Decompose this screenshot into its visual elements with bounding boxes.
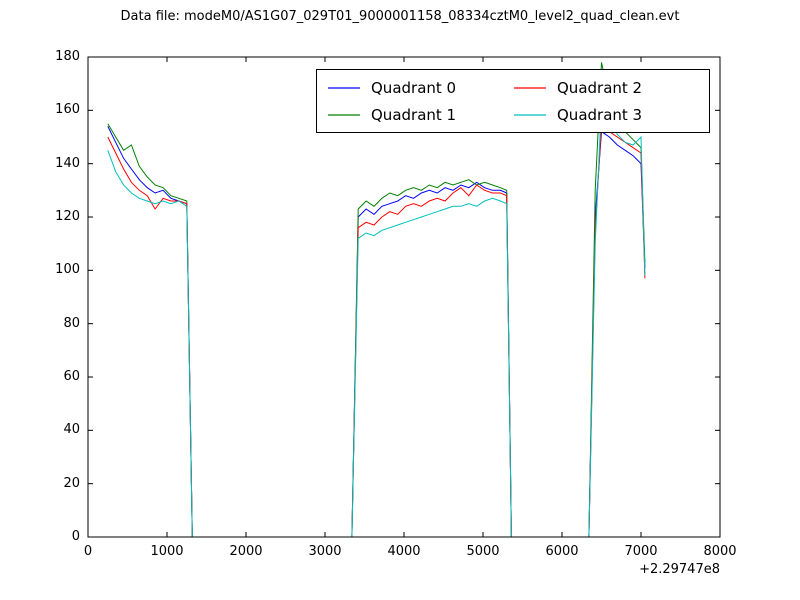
- series-line-2: [107, 122, 646, 538]
- x-tick-label: 0: [83, 544, 93, 559]
- legend-line-sample-quadrant-2: [514, 86, 546, 89]
- legend-item-quadrant-3: Quadrant 3: [513, 106, 699, 124]
- y-tick-label: 0: [71, 529, 80, 544]
- legend-label-quadrant-2: Quadrant 2: [557, 78, 643, 97]
- x-tick-label: 8000: [703, 544, 737, 559]
- y-tick-label: 80: [63, 315, 80, 331]
- y-tick-label: 40: [63, 422, 80, 438]
- legend: Quadrant 0 Quadrant 1 Quadrant 2 Quadran…: [316, 69, 710, 133]
- y-tick-label: 100: [55, 262, 80, 278]
- legend-label-quadrant-0: Quadrant 0: [371, 78, 457, 97]
- legend-line-sample-quadrant-1: [328, 113, 360, 116]
- x-tick-label: 1000: [150, 544, 184, 559]
- x-tick-label: 5000: [466, 544, 500, 559]
- x-tick-label: 7000: [624, 544, 658, 559]
- legend-label-quadrant-1: Quadrant 1: [371, 105, 457, 124]
- y-tick-label: 180: [55, 49, 80, 64]
- y-tick-label: 140: [55, 155, 80, 171]
- x-tick-label: 2000: [229, 544, 263, 559]
- x-axis-offset-label: +2.29747e8: [639, 562, 720, 577]
- chart-title: Data file: modeM0/AS1G07_029T01_90000011…: [120, 9, 680, 24]
- x-tick-label: 3000: [308, 544, 342, 559]
- y-tick-label: 160: [55, 102, 80, 118]
- y-tick-label: 20: [63, 475, 80, 491]
- series-line-0: [107, 126, 646, 538]
- x-tick-label: 6000: [545, 544, 579, 559]
- legend-label-quadrant-3: Quadrant 3: [557, 105, 643, 124]
- y-tick-label: 60: [63, 369, 80, 384]
- legend-line-sample-quadrant-0: [328, 86, 360, 89]
- series-line-3: [107, 102, 646, 538]
- legend-item-quadrant-1: Quadrant 1: [327, 106, 513, 124]
- legend-item-quadrant-0: Quadrant 0: [327, 79, 513, 97]
- series-line-1: [107, 62, 646, 538]
- x-tick-label: 4000: [387, 544, 421, 559]
- legend-line-sample-quadrant-3: [514, 113, 546, 116]
- legend-item-quadrant-2: Quadrant 2: [513, 79, 699, 97]
- y-tick-label: 120: [55, 209, 80, 224]
